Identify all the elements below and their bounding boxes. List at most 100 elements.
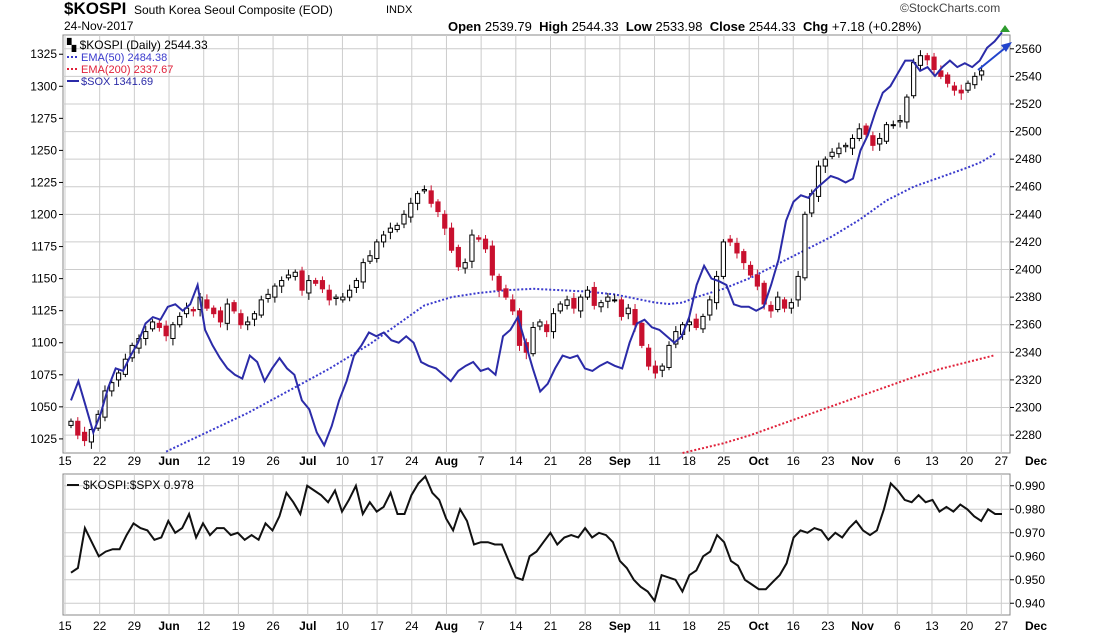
candle-up [917, 55, 924, 66]
candle-down [931, 56, 937, 70]
candle-down [754, 274, 760, 287]
left-tick-label: 1125 [31, 304, 57, 318]
x-tick-label: 26 [266, 454, 280, 468]
candle-down [448, 227, 455, 251]
candle-up [421, 189, 427, 192]
candle-down [571, 297, 577, 309]
x-tick-label: 16 [787, 619, 801, 633]
x-tick-label: 15 [58, 454, 72, 468]
ratio-line [70, 474, 1002, 604]
candle-up [258, 299, 264, 316]
candle-down [231, 302, 237, 312]
candle-up [360, 262, 366, 283]
candle-up [979, 70, 985, 76]
open-value: 2539.79 [484, 19, 532, 34]
left-tick-label: 1150 [31, 272, 57, 286]
candle-up [68, 420, 74, 426]
right-tick-label: 2400 [1015, 263, 1042, 277]
candle-up [143, 331, 149, 339]
candle-up [883, 124, 890, 142]
left-tick-label: 1050 [30, 400, 57, 414]
x-tick-label: Aug [435, 619, 458, 633]
candle-up [380, 234, 387, 243]
candle-up [414, 193, 421, 204]
candle-up [245, 321, 251, 326]
candle-up [911, 62, 917, 97]
candle-down [938, 70, 944, 77]
price-panel-frame [62, 34, 1011, 454]
candle-down [768, 304, 774, 312]
high-label: High [539, 19, 568, 34]
x-tick-label: 6 [894, 454, 901, 468]
left-tick-label: 1325 [30, 47, 57, 61]
right-tick-label: 2360 [1015, 318, 1042, 332]
candle-up [177, 315, 183, 326]
candle-up [713, 275, 720, 304]
candle-down [741, 251, 747, 264]
right-tick-label: 2300 [1015, 400, 1042, 414]
candle-down [163, 325, 169, 337]
left-tick-label: 1200 [30, 208, 57, 222]
legend-label: EMA(50) 2484.38 [81, 52, 167, 64]
candle-down [217, 310, 224, 323]
candle-up [340, 296, 346, 301]
candle-down [455, 246, 461, 268]
candle-down [747, 264, 754, 276]
symbol-name: South Korea Seoul Composite (EOD) [134, 3, 333, 17]
x-tick-label: 10 [336, 619, 350, 633]
x-tick-label: Dec [1025, 619, 1047, 633]
candle-up [822, 158, 828, 167]
candle-down [238, 313, 244, 326]
candle-up [666, 344, 672, 368]
x-tick-label: 11 [648, 619, 661, 633]
candle-up [401, 213, 407, 225]
candle-down [863, 125, 869, 135]
ratio-legend-label: $KOSPI:$SPX 0.978 [83, 478, 194, 492]
candle-up [550, 313, 557, 333]
candle-up [462, 262, 468, 269]
left-tick-label: 1225 [30, 175, 57, 189]
x-tick-label: 23 [821, 454, 835, 468]
x-tick-label: 10 [336, 454, 350, 468]
candle-down [319, 280, 326, 290]
chg-value: +7.18 (+0.28%) [831, 19, 922, 34]
right-tick-label: 2500 [1015, 125, 1042, 139]
candle-up [815, 165, 822, 197]
candle-down [544, 324, 550, 333]
x-tick-label: 13 [925, 619, 939, 633]
candle-up [333, 296, 339, 299]
right-tick-label: 2460 [1015, 180, 1042, 194]
candle-down [442, 213, 448, 229]
left-tick-label: 1300 [30, 79, 57, 93]
right-tick-label: 2380 [1015, 290, 1042, 304]
candle-down [156, 322, 162, 328]
candle-down [299, 270, 305, 291]
candle-up [170, 324, 176, 339]
x-tick-label: 15 [58, 619, 72, 633]
candle-up [394, 224, 400, 231]
candle-up [285, 274, 292, 279]
candle-down [924, 55, 930, 61]
candle-down [693, 318, 699, 328]
left-tick-label: 1075 [30, 368, 57, 382]
candle-down [81, 431, 88, 442]
x-tick-label: 20 [960, 619, 974, 633]
exchange-label: INDX [386, 4, 413, 16]
x-tick-label: Nov [851, 454, 874, 468]
x-tick-label: Jul [299, 619, 316, 633]
x-tick-label: 17 [370, 619, 384, 633]
x-tick-label: 19 [232, 454, 246, 468]
candle-up [584, 289, 591, 298]
candle-up [897, 120, 903, 123]
right-tick-label: 2540 [1015, 69, 1042, 83]
candle-down [313, 280, 319, 284]
candle-down [435, 201, 441, 213]
ema200-line [682, 354, 996, 454]
x-tick-label: 26 [266, 619, 280, 633]
candle-down [639, 322, 645, 346]
low-value: 2533.98 [655, 19, 703, 34]
right-tick-label: 2280 [1015, 428, 1042, 442]
x-tick-label: 17 [370, 454, 384, 468]
candle-down [482, 238, 489, 250]
